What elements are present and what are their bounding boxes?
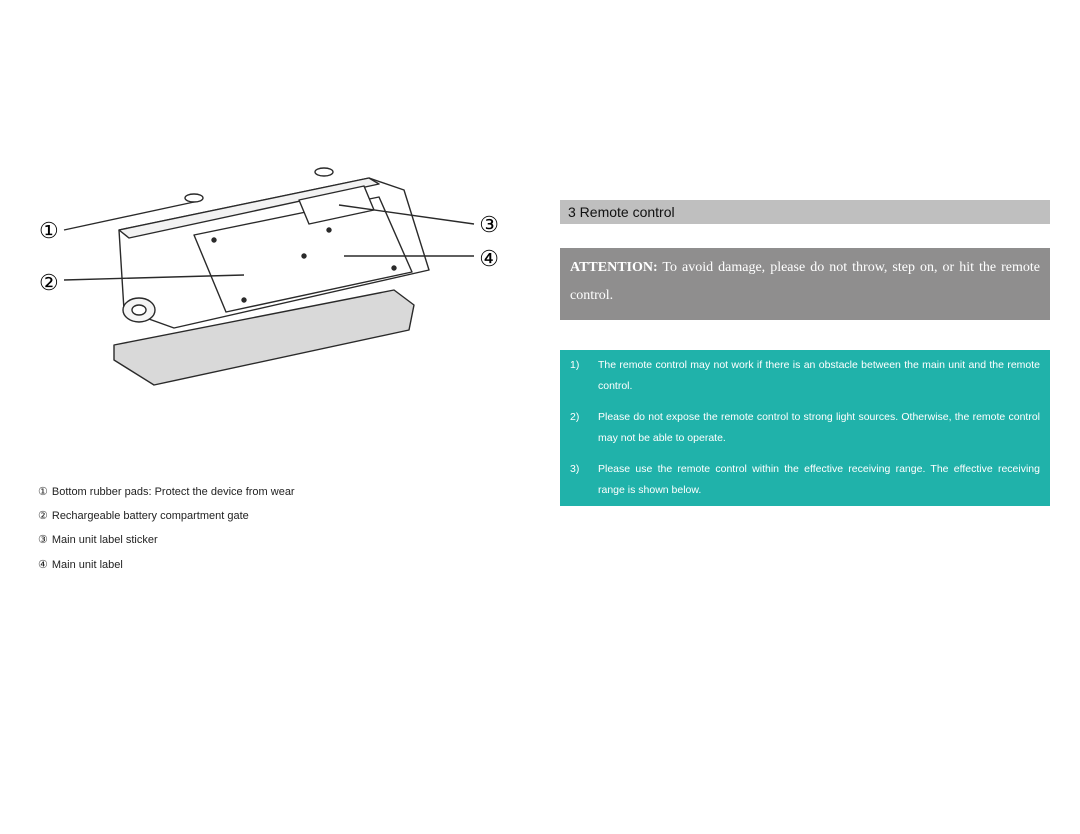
callout-1: ① — [39, 218, 59, 244]
device-diagram: ① ② ③ ④ — [44, 160, 494, 410]
left-page: ① ② ③ ④ ① Bottom rubber pads: Protect th… — [0, 0, 540, 834]
note-text: Please use the remote control within the… — [598, 459, 1040, 501]
note-num: 2) — [570, 407, 586, 449]
legend-text: Rechargeable battery compartment gate — [52, 504, 249, 528]
attention-label: ATTENTION: — [570, 260, 658, 275]
note-text: Please do not expose the remote control … — [598, 407, 1040, 449]
note-num: 3) — [570, 459, 586, 501]
note-num: 1) — [570, 355, 586, 397]
legend-text: Bottom rubber pads: Protect the device f… — [52, 480, 295, 504]
attention-box: ATTENTION: To avoid damage, please do no… — [560, 248, 1050, 320]
notes-box: 1) The remote control may not work if th… — [560, 350, 1050, 506]
section-title-bar: 3 Remote control — [560, 200, 1050, 224]
legend-item: ① Bottom rubber pads: Protect the device… — [38, 480, 500, 504]
legend-num: ② — [38, 504, 48, 528]
legend-text: Main unit label sticker — [52, 528, 158, 552]
page: ① ② ③ ④ ① Bottom rubber pads: Protect th… — [0, 0, 1080, 834]
legend-list: ① Bottom rubber pads: Protect the device… — [38, 480, 500, 577]
callout-2: ② — [39, 270, 59, 296]
legend-num: ③ — [38, 528, 48, 552]
legend-text: Main unit label — [52, 553, 123, 577]
callout-4: ④ — [479, 246, 499, 272]
legend-num: ① — [38, 480, 48, 504]
note-item: 1) The remote control may not work if th… — [560, 350, 1050, 402]
note-text: The remote control may not work if there… — [598, 355, 1040, 397]
right-page: 3 Remote control ATTENTION: To avoid dam… — [540, 0, 1080, 834]
legend-num: ④ — [38, 553, 48, 577]
legend-item: ③ Main unit label sticker — [38, 528, 500, 552]
device-svg — [44, 160, 494, 410]
legend-item: ④ Main unit label — [38, 553, 500, 577]
note-item: 3) Please use the remote control within … — [560, 454, 1050, 506]
callout-3: ③ — [479, 212, 499, 238]
legend-item: ② Rechargeable battery compartment gate — [38, 504, 500, 528]
note-item: 2) Please do not expose the remote contr… — [560, 402, 1050, 454]
